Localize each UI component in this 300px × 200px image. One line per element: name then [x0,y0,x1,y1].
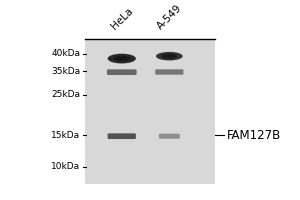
Ellipse shape [113,56,130,62]
Ellipse shape [156,52,183,60]
Text: HeLa: HeLa [109,6,135,31]
FancyBboxPatch shape [155,69,183,75]
Text: FAM127B: FAM127B [227,129,281,142]
Text: A-549: A-549 [155,3,184,31]
Ellipse shape [161,54,177,59]
Text: 15kDa: 15kDa [51,131,80,140]
FancyBboxPatch shape [107,69,136,75]
FancyBboxPatch shape [159,134,180,139]
FancyBboxPatch shape [85,39,215,184]
Text: 35kDa: 35kDa [51,67,80,76]
FancyBboxPatch shape [108,133,136,139]
Text: 40kDa: 40kDa [51,49,80,58]
Text: 25kDa: 25kDa [51,90,80,99]
Text: 10kDa: 10kDa [51,162,80,171]
Ellipse shape [108,54,136,63]
